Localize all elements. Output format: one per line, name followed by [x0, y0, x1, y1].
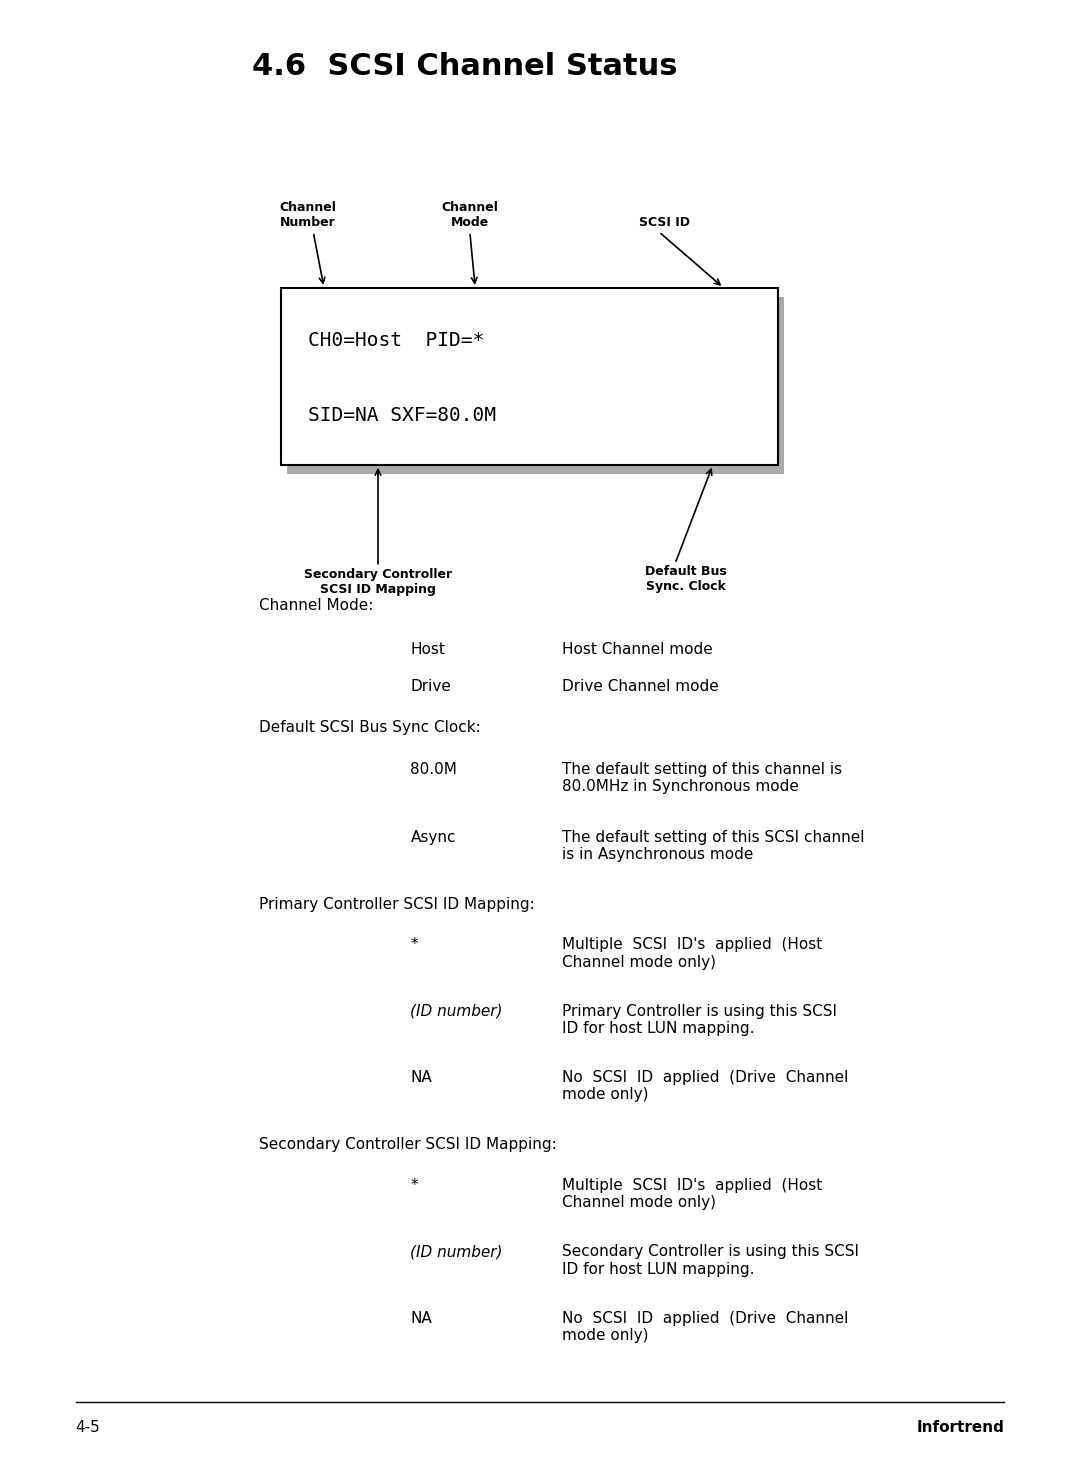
FancyBboxPatch shape	[287, 297, 784, 474]
Text: CH0=Host  PID=*: CH0=Host PID=*	[308, 332, 484, 350]
Text: Secondary Controller SCSI ID Mapping:: Secondary Controller SCSI ID Mapping:	[259, 1137, 557, 1151]
Text: 4.6  SCSI Channel Status: 4.6 SCSI Channel Status	[252, 52, 677, 81]
Text: The default setting of this channel is
80.0MHz in Synchronous mode: The default setting of this channel is 8…	[562, 762, 841, 794]
Text: Secondary Controller is using this SCSI
ID for host LUN mapping.: Secondary Controller is using this SCSI …	[562, 1244, 859, 1277]
Text: 4-5: 4-5	[76, 1420, 100, 1435]
Text: Host: Host	[410, 642, 445, 657]
Text: Primary Controller is using this SCSI
ID for host LUN mapping.: Primary Controller is using this SCSI ID…	[562, 1004, 837, 1036]
Text: Channel Mode:: Channel Mode:	[259, 598, 374, 613]
Text: Secondary Controller
SCSI ID Mapping: Secondary Controller SCSI ID Mapping	[303, 568, 453, 596]
Text: Default Bus
Sync. Clock: Default Bus Sync. Clock	[645, 565, 727, 593]
Text: The default setting of this SCSI channel
is in Asynchronous mode: The default setting of this SCSI channel…	[562, 830, 864, 862]
Text: (ID number): (ID number)	[410, 1244, 503, 1259]
Text: Infortrend: Infortrend	[917, 1420, 1004, 1435]
Text: Host Channel mode: Host Channel mode	[562, 642, 713, 657]
Text: Primary Controller SCSI ID Mapping:: Primary Controller SCSI ID Mapping:	[259, 897, 535, 912]
Text: Channel
Mode: Channel Mode	[442, 201, 498, 229]
Text: Multiple  SCSI  ID's  applied  (Host
Channel mode only): Multiple SCSI ID's applied (Host Channel…	[562, 937, 822, 970]
Text: NA: NA	[410, 1311, 432, 1325]
Text: Default SCSI Bus Sync Clock:: Default SCSI Bus Sync Clock:	[259, 720, 481, 735]
Text: (ID number): (ID number)	[410, 1004, 503, 1018]
Text: *: *	[410, 937, 418, 952]
FancyBboxPatch shape	[281, 288, 778, 465]
Text: Async: Async	[410, 830, 456, 844]
Text: Drive: Drive	[410, 679, 451, 694]
Text: Channel
Number: Channel Number	[280, 201, 336, 229]
Text: Drive Channel mode: Drive Channel mode	[562, 679, 718, 694]
Text: NA: NA	[410, 1070, 432, 1085]
Text: No  SCSI  ID  applied  (Drive  Channel
mode only): No SCSI ID applied (Drive Channel mode o…	[562, 1070, 848, 1103]
Text: SID=NA SXF=80.0M: SID=NA SXF=80.0M	[308, 406, 496, 425]
Text: 80.0M: 80.0M	[410, 762, 457, 776]
Text: *: *	[410, 1178, 418, 1193]
Text: SCSI ID: SCSI ID	[638, 215, 690, 229]
Text: No  SCSI  ID  applied  (Drive  Channel
mode only): No SCSI ID applied (Drive Channel mode o…	[562, 1311, 848, 1343]
Text: Multiple  SCSI  ID's  applied  (Host
Channel mode only): Multiple SCSI ID's applied (Host Channel…	[562, 1178, 822, 1210]
